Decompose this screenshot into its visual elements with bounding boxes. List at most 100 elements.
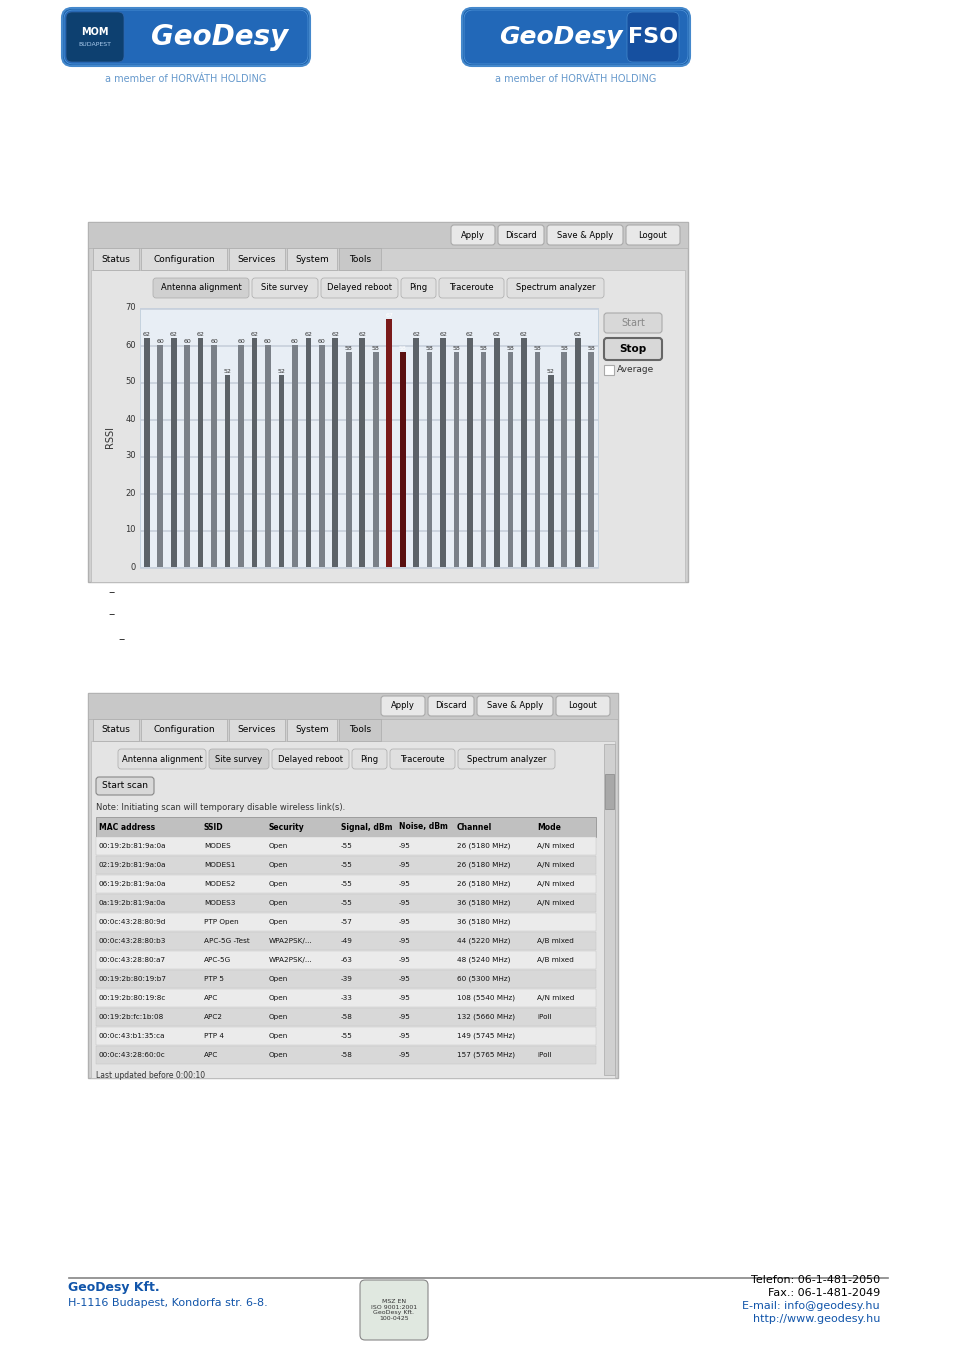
Text: 60: 60: [291, 338, 298, 344]
Text: -55: -55: [340, 861, 353, 868]
Text: 60: 60: [210, 338, 217, 344]
Text: 52: 52: [223, 368, 232, 373]
Text: Stop: Stop: [618, 344, 646, 355]
Text: APC-5G -Test: APC-5G -Test: [204, 938, 250, 944]
Bar: [265, 345, 271, 568]
Text: 60: 60: [156, 338, 164, 344]
FancyBboxPatch shape: [380, 696, 424, 716]
Text: -49: -49: [340, 938, 353, 944]
Bar: [318, 345, 324, 568]
Bar: [171, 337, 176, 568]
FancyBboxPatch shape: [252, 278, 317, 298]
Text: Telefon: 06-1-481-2050: Telefon: 06-1-481-2050: [750, 1275, 879, 1285]
Text: 0: 0: [131, 562, 136, 572]
Text: -33: -33: [340, 995, 353, 1002]
Bar: [603, 744, 615, 1074]
Text: 26 (5180 MHz): 26 (5180 MHz): [456, 880, 510, 887]
FancyBboxPatch shape: [352, 749, 387, 768]
Bar: [561, 352, 566, 568]
Text: 62: 62: [574, 332, 581, 337]
Text: Tools: Tools: [349, 255, 371, 263]
Text: MODES2: MODES2: [204, 882, 235, 887]
Text: -95: -95: [398, 842, 411, 849]
Text: Start: Start: [620, 318, 644, 328]
Bar: [88, 693, 618, 718]
Bar: [96, 931, 596, 950]
Bar: [91, 270, 684, 582]
Text: 70: 70: [125, 303, 136, 313]
Text: E-mail: info@geodesy.hu: E-mail: info@geodesy.hu: [741, 1301, 879, 1312]
Text: Save & Apply: Save & Apply: [486, 701, 542, 710]
Text: iPoll: iPoll: [537, 1051, 551, 1058]
FancyBboxPatch shape: [64, 9, 308, 63]
Text: 00:19:2b:81:9a:0a: 00:19:2b:81:9a:0a: [99, 842, 167, 849]
Text: Average: Average: [617, 365, 654, 375]
Text: -95: -95: [398, 861, 411, 868]
Text: Antenna alignment: Antenna alignment: [121, 755, 202, 763]
Bar: [229, 718, 285, 741]
Text: Discard: Discard: [504, 231, 537, 240]
Text: 62: 62: [466, 332, 474, 337]
Text: iPoll: iPoll: [537, 1014, 551, 1020]
Text: 60: 60: [264, 338, 272, 344]
Text: -95: -95: [398, 995, 411, 1002]
Text: 06:19:2b:81:9a:0a: 06:19:2b:81:9a:0a: [99, 882, 167, 887]
Text: -95: -95: [398, 900, 411, 906]
FancyBboxPatch shape: [62, 8, 310, 66]
Text: Status: Status: [101, 255, 131, 263]
FancyBboxPatch shape: [497, 225, 543, 245]
Bar: [140, 307, 598, 568]
Text: 10: 10: [126, 526, 136, 535]
Text: 44 (5220 MHz): 44 (5220 MHz): [456, 938, 510, 944]
FancyBboxPatch shape: [209, 749, 269, 768]
Text: MODES3: MODES3: [204, 900, 235, 906]
Bar: [287, 248, 336, 270]
Text: A/B mixed: A/B mixed: [537, 957, 574, 962]
FancyBboxPatch shape: [428, 696, 474, 716]
Text: Open: Open: [269, 842, 288, 849]
Text: 60: 60: [125, 341, 136, 349]
Text: 62: 62: [358, 332, 366, 337]
Text: 02:19:2b:81:9a:0a: 02:19:2b:81:9a:0a: [99, 861, 167, 868]
Text: 108 (5540 MHz): 108 (5540 MHz): [456, 995, 515, 1002]
Bar: [333, 337, 337, 568]
Text: 26 (5180 MHz): 26 (5180 MHz): [456, 842, 510, 849]
Text: APC-5G: APC-5G: [204, 957, 231, 962]
Text: Open: Open: [269, 882, 288, 887]
Text: Logout: Logout: [568, 701, 597, 710]
Bar: [92, 248, 139, 270]
Text: 58: 58: [506, 346, 514, 352]
Text: 40: 40: [126, 414, 136, 423]
FancyBboxPatch shape: [320, 278, 397, 298]
Text: 36 (5180 MHz): 36 (5180 MHz): [456, 899, 510, 906]
Text: 62: 62: [493, 332, 500, 337]
Text: 58: 58: [425, 346, 433, 352]
Bar: [547, 375, 553, 568]
Text: 157 (5765 MHz): 157 (5765 MHz): [456, 1051, 515, 1058]
Text: Open: Open: [269, 861, 288, 868]
Bar: [211, 345, 216, 568]
Text: Apply: Apply: [460, 231, 484, 240]
Text: H-1116 Budapest, Kondorfa str. 6-8.: H-1116 Budapest, Kondorfa str. 6-8.: [68, 1298, 268, 1308]
Text: 58: 58: [587, 346, 595, 352]
Text: Discard: Discard: [435, 701, 466, 710]
Text: MOM: MOM: [81, 27, 109, 36]
FancyBboxPatch shape: [603, 338, 661, 360]
FancyBboxPatch shape: [457, 749, 555, 768]
Text: GeoDesy: GeoDesy: [151, 23, 288, 51]
Bar: [588, 352, 594, 568]
FancyBboxPatch shape: [463, 9, 687, 63]
Bar: [96, 913, 596, 931]
Bar: [141, 248, 227, 270]
Bar: [467, 337, 473, 568]
Text: Open: Open: [269, 1051, 288, 1058]
FancyBboxPatch shape: [506, 278, 603, 298]
Text: -95: -95: [398, 976, 411, 981]
Text: A/N mixed: A/N mixed: [537, 842, 574, 849]
Text: System: System: [294, 255, 329, 263]
Text: A/N mixed: A/N mixed: [537, 900, 574, 906]
Bar: [96, 950, 596, 969]
Text: Logout: Logout: [638, 231, 667, 240]
Text: -95: -95: [398, 882, 411, 887]
FancyBboxPatch shape: [66, 12, 124, 62]
